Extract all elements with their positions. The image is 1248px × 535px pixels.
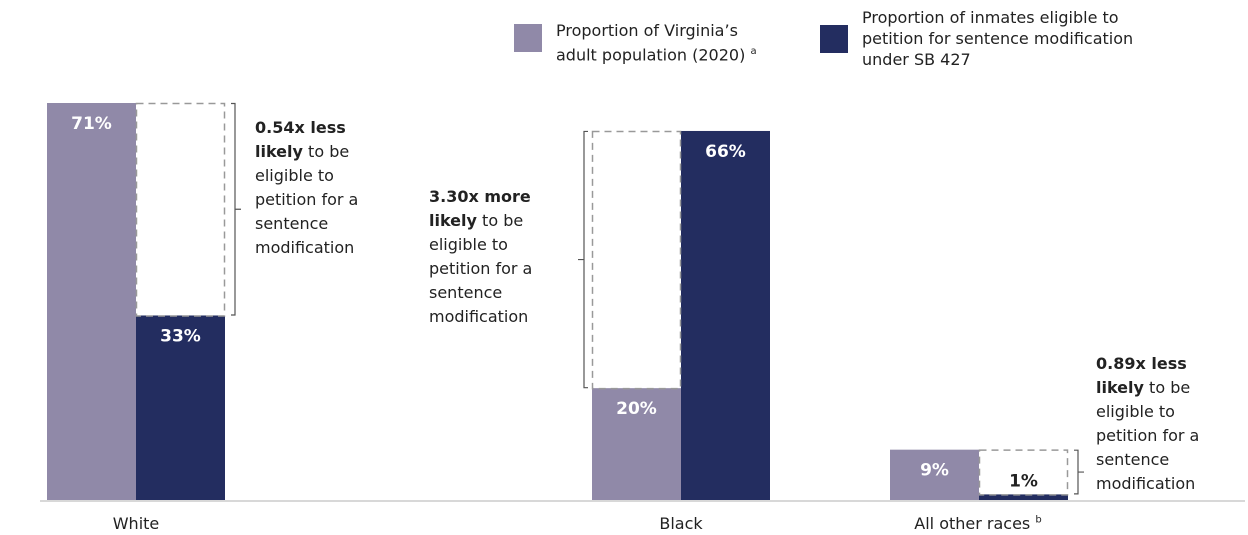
annotation-white: 0.54x less likely to be eligible to peti… bbox=[255, 118, 359, 257]
category-label-other: All other races b bbox=[914, 514, 1042, 533]
value-label-white-population: 71% bbox=[71, 114, 112, 134]
legend-swatch-population bbox=[514, 24, 542, 52]
category-label-black: Black bbox=[659, 514, 703, 533]
category-label-white: White bbox=[112, 514, 160, 533]
value-label-white-inmates: 33% bbox=[160, 326, 201, 346]
value-label-black-inmates: 66% bbox=[705, 142, 746, 162]
legend-item-inmates: Proportion of inmates eligible to petiti… bbox=[820, 7, 1133, 70]
legend-label-inmates: Proportion of inmates eligible to petiti… bbox=[862, 8, 1134, 69]
bar-other-inmates bbox=[979, 494, 1068, 500]
bar-other-population bbox=[890, 449, 979, 500]
value-label-other-population: 9% bbox=[920, 461, 949, 481]
value-label-other-inmates: 1% bbox=[1009, 471, 1038, 491]
bar-white-population bbox=[47, 103, 136, 500]
value-label-black-population: 20% bbox=[616, 399, 657, 419]
bracket-other bbox=[1074, 449, 1084, 495]
comparison-box-white bbox=[135, 102, 226, 317]
legend-swatch-inmates bbox=[820, 25, 848, 53]
bracket-white bbox=[231, 102, 241, 316]
comparison-box-black bbox=[591, 130, 682, 390]
bar-black-inmates bbox=[681, 130, 770, 500]
legend-label-population: Proportion of Virginia’s adult populatio… bbox=[556, 21, 757, 65]
bracket-black bbox=[578, 130, 588, 389]
annotation-black: 3.30x more likely to be eligible to peti… bbox=[429, 187, 533, 326]
annotation-other: 0.89x less likely to be eligible to peti… bbox=[1096, 354, 1200, 493]
bar-white-inmates bbox=[136, 315, 225, 500]
bar-black-population bbox=[592, 388, 681, 500]
legend-item-population: Proportion of Virginia’s adult populatio… bbox=[514, 20, 757, 65]
comparison-box-other bbox=[978, 449, 1069, 496]
